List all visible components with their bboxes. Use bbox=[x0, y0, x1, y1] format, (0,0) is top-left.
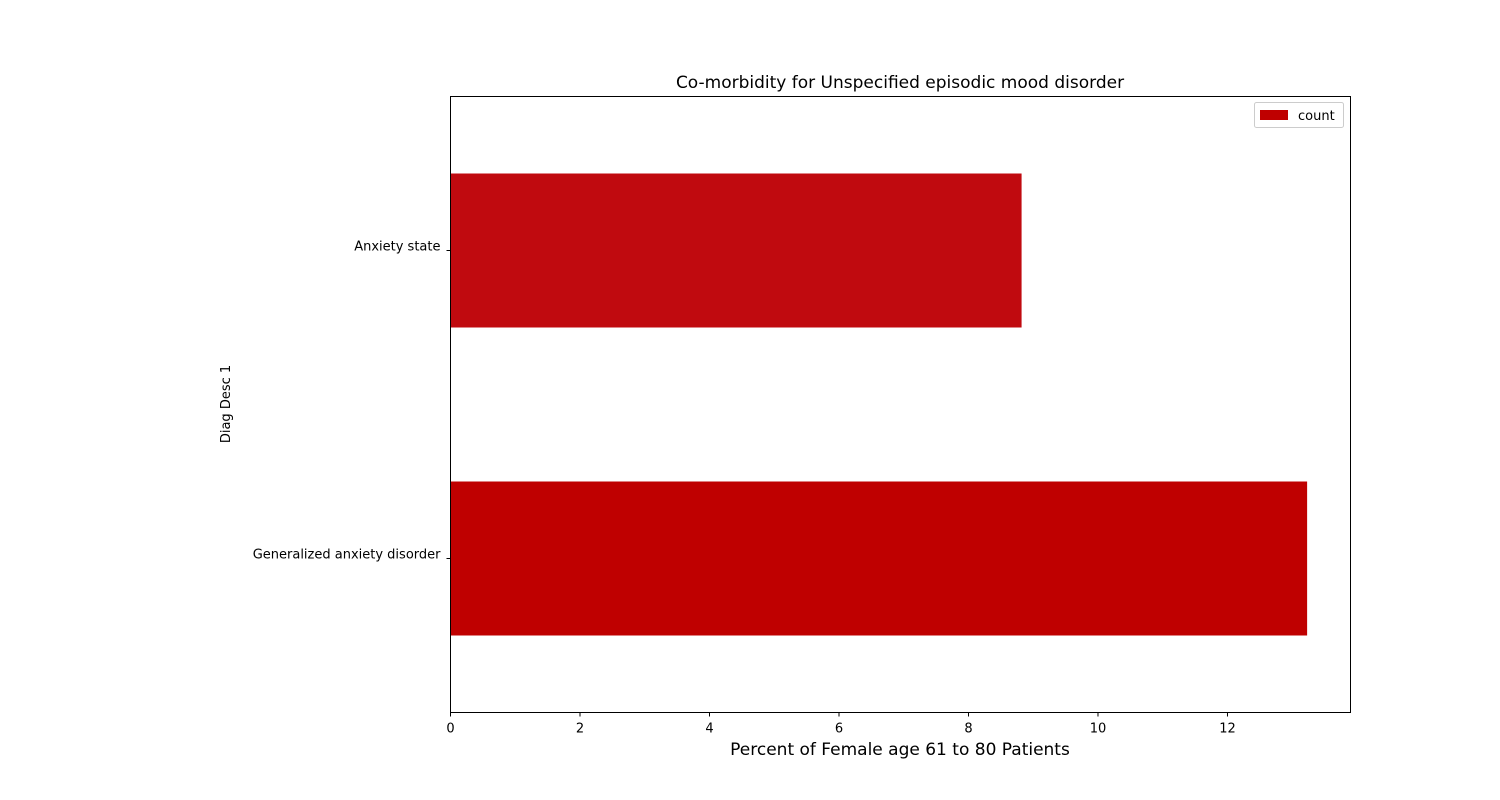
y-axis-title: Diag Desc 1 bbox=[219, 365, 234, 443]
x-tick-label: 4 bbox=[705, 722, 713, 737]
x-tick-label: 12 bbox=[1219, 722, 1236, 737]
bar-anxiety-state bbox=[450, 173, 1022, 328]
plot-frame bbox=[450, 96, 1351, 713]
x-axis-ticks: 0 2 4 6 8 10 12 bbox=[446, 712, 1236, 737]
chart-title: Co-morbidity for Unspecified episodic mo… bbox=[676, 73, 1124, 93]
y-tick-label: Generalized anxiety disorder bbox=[253, 548, 441, 563]
x-tick-label: 6 bbox=[835, 722, 843, 737]
x-tick-label: 8 bbox=[964, 722, 972, 737]
legend-swatch bbox=[1260, 110, 1288, 120]
legend: count bbox=[1254, 102, 1344, 128]
bars-group bbox=[450, 173, 1308, 636]
y-tick-label: Anxiety state bbox=[354, 240, 440, 255]
x-tick-label: 0 bbox=[446, 722, 454, 737]
x-tick-label: 2 bbox=[576, 722, 584, 737]
legend-label: count bbox=[1298, 109, 1335, 124]
legend-box bbox=[1254, 102, 1344, 128]
y-axis-ticks: Generalized anxiety disorder Anxiety stat… bbox=[253, 240, 451, 563]
bar-generalized-anxiety-disorder bbox=[450, 481, 1308, 636]
x-axis-title: Percent of Female age 61 to 80 Patients bbox=[730, 740, 1070, 760]
x-tick-label: 10 bbox=[1090, 722, 1107, 737]
